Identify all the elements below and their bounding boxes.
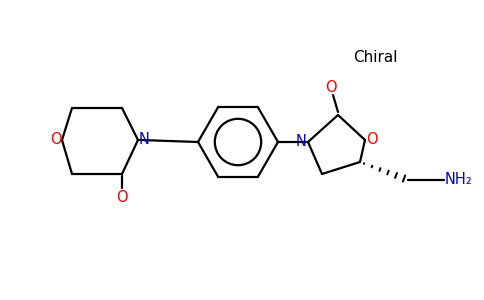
Text: O: O (325, 80, 337, 94)
Text: N: N (296, 134, 306, 149)
Text: O: O (366, 133, 378, 148)
Text: NH₂: NH₂ (444, 172, 472, 188)
Text: O: O (116, 190, 128, 205)
Text: N: N (138, 133, 150, 148)
Text: O: O (50, 133, 62, 148)
Text: Chiral: Chiral (353, 50, 397, 65)
